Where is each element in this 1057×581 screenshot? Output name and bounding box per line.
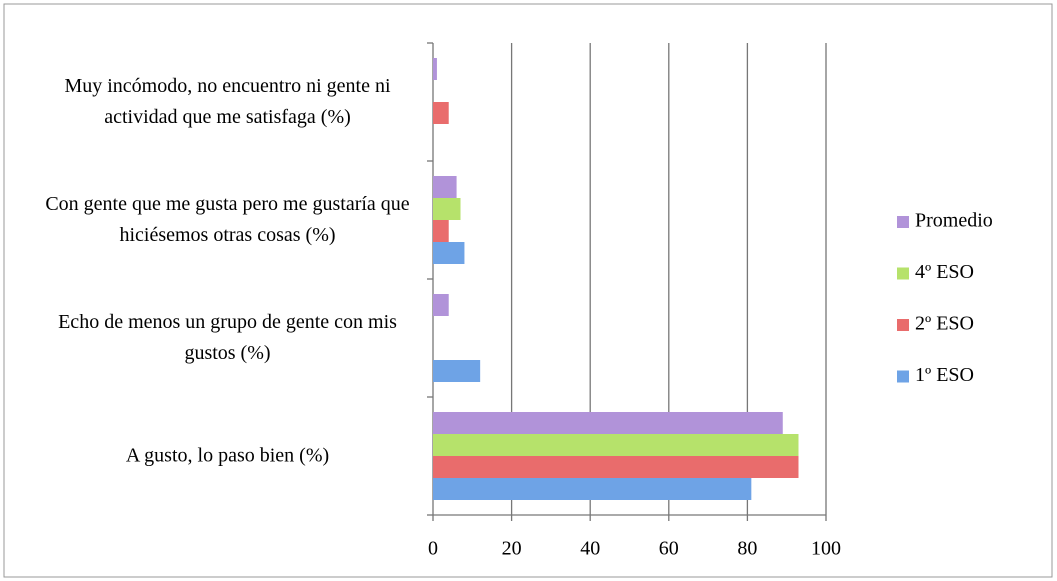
legend-swatch (897, 267, 909, 280)
x-tick-label: 100 (811, 538, 841, 560)
bar (433, 220, 449, 242)
x-tick-label: 20 (502, 538, 522, 560)
legend-label: 4º ESO (915, 261, 974, 283)
bar (433, 478, 752, 500)
legend-label: 2º ESO (915, 313, 974, 335)
legend-swatch (897, 370, 909, 383)
legend-label: Promedio (915, 210, 993, 232)
legend-swatch (897, 319, 909, 331)
y-tick-label: Echo de menos un grupo de gente con mis … (58, 311, 397, 364)
legend-label: 1º ESO (915, 364, 974, 386)
bar (433, 360, 481, 382)
y-tick-label: A gusto, lo paso bien (%) (125, 444, 330, 467)
chart-border (3, 3, 1053, 578)
bar (433, 294, 449, 316)
x-tick-label: 60 (659, 538, 679, 560)
y-tick-label: Muy incómodo, no encuentro ni gente ni a… (64, 75, 391, 128)
x-tick-label: 0 (428, 538, 438, 560)
bar (433, 434, 799, 456)
bar (433, 102, 449, 124)
bar (433, 198, 461, 220)
legend-swatch (897, 216, 909, 228)
x-tick-label: 40 (580, 538, 600, 560)
bar (433, 412, 783, 434)
y-tick-label: Con gente que me gusta pero me gustaría … (45, 193, 410, 246)
x-tick-label: 80 (737, 538, 757, 560)
bar (433, 176, 457, 198)
bar (433, 58, 437, 80)
bar (433, 242, 465, 264)
bar (433, 456, 799, 478)
